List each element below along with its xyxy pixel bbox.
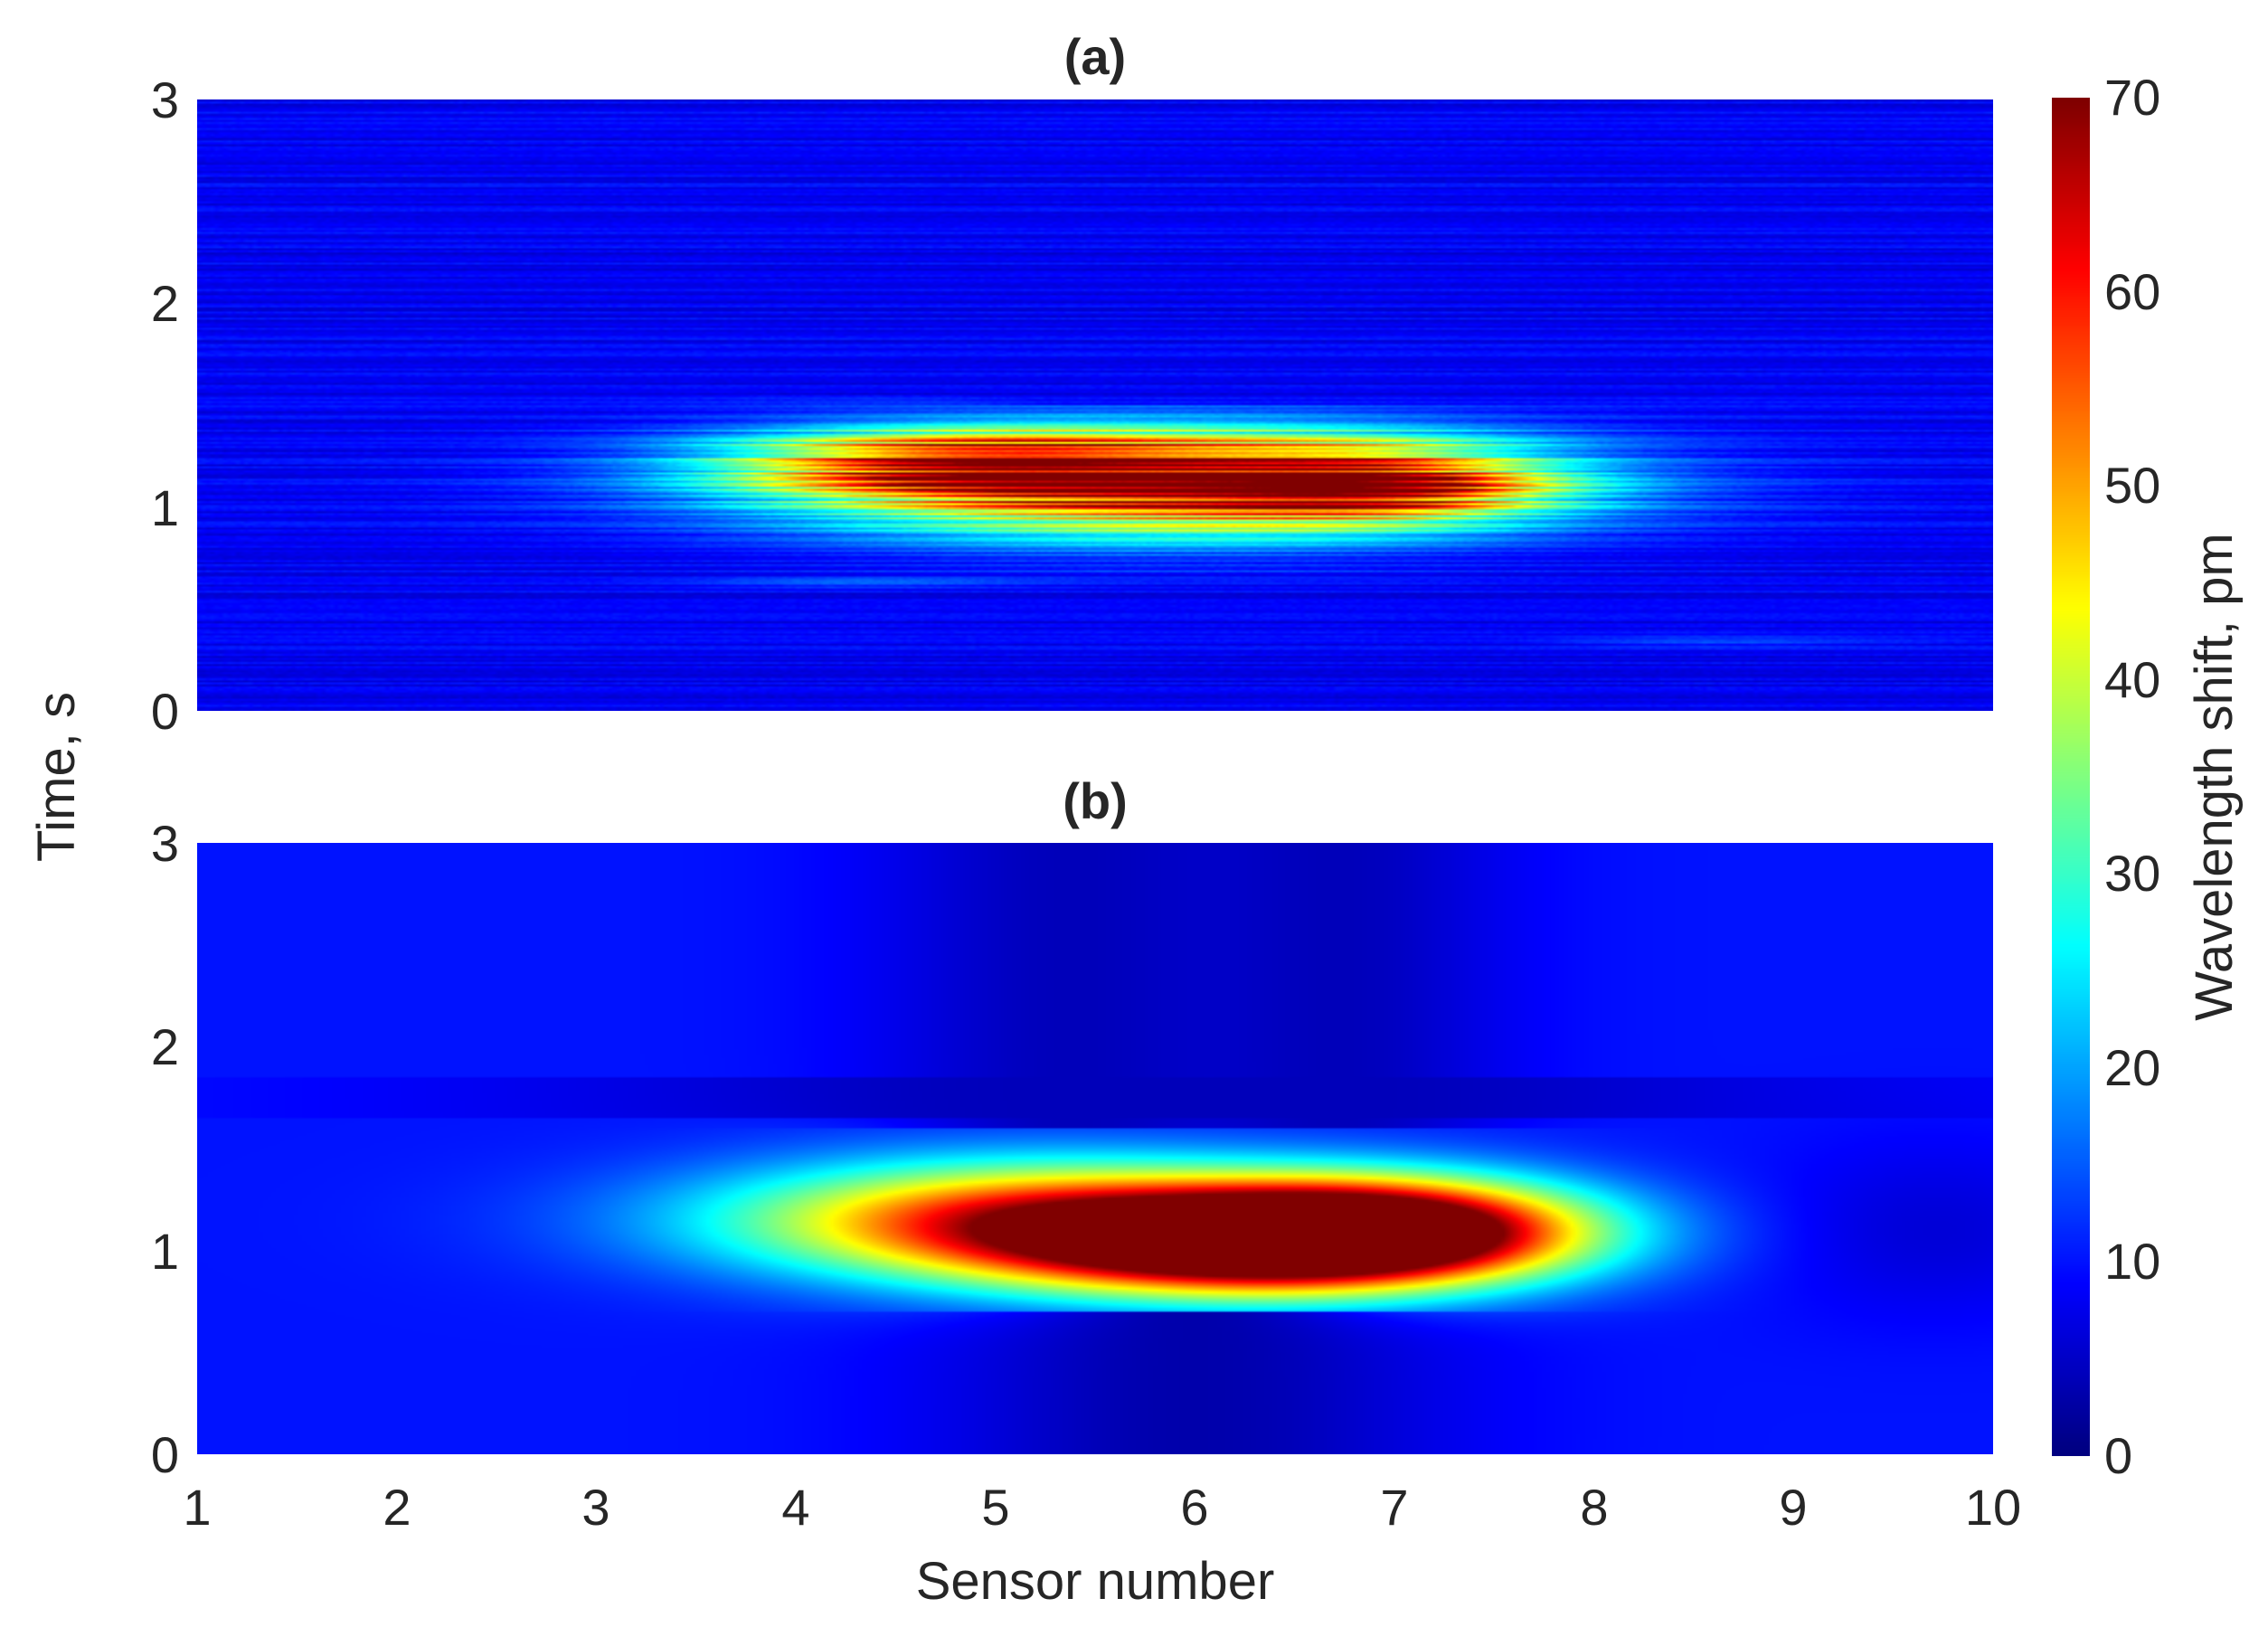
panel-b-heatmap bbox=[197, 843, 1993, 1454]
panel-b-y-tick-0: 0 bbox=[151, 1426, 179, 1483]
x-tick-4: 4 bbox=[781, 1479, 809, 1536]
panel-a-y-ticks: 0 1 2 3 bbox=[151, 71, 179, 740]
panel-a-y-tick-2: 2 bbox=[151, 275, 179, 332]
panel-b-x-ticks: 1 2 3 4 5 6 7 8 9 10 bbox=[183, 1479, 2021, 1536]
x-tick-1: 1 bbox=[183, 1479, 211, 1536]
colorbar-tick-30: 30 bbox=[2104, 845, 2160, 902]
x-tick-7: 7 bbox=[1380, 1479, 1408, 1536]
x-tick-10: 10 bbox=[1965, 1479, 2021, 1536]
panel-b-title: (b) bbox=[1063, 772, 1128, 829]
colorbar-ticks: 0 10 20 30 40 50 60 70 bbox=[2104, 69, 2160, 1484]
panel-a-y-tick-0: 0 bbox=[151, 683, 179, 740]
colorbar-tick-70: 70 bbox=[2104, 69, 2160, 126]
colorbar-gradient bbox=[2052, 98, 2090, 1456]
panel-b-y-tick-3: 3 bbox=[151, 815, 179, 872]
x-axis-label: Sensor number bbox=[916, 1552, 1275, 1611]
colorbar-label: Wavelength shift, pm bbox=[2185, 533, 2244, 1020]
x-tick-8: 8 bbox=[1580, 1479, 1608, 1536]
y-axis-label: Time, s bbox=[27, 692, 86, 862]
panel-a-heatmap bbox=[197, 99, 1993, 711]
colorbar-tick-20: 20 bbox=[2104, 1039, 2160, 1096]
panel-b-y-tick-1: 1 bbox=[151, 1223, 179, 1280]
panel-a-y-tick-3: 3 bbox=[151, 71, 179, 128]
x-tick-9: 9 bbox=[1779, 1479, 1807, 1536]
panel-a-y-tick-1: 1 bbox=[151, 479, 179, 536]
panel-b-y-tick-2: 2 bbox=[151, 1018, 179, 1075]
panel-b-y-ticks: 0 1 2 3 bbox=[151, 815, 179, 1483]
colorbar-tick-60: 60 bbox=[2104, 263, 2160, 320]
x-tick-2: 2 bbox=[383, 1479, 411, 1536]
x-tick-6: 6 bbox=[1180, 1479, 1208, 1536]
panel-a: (a) 0 1 2 3 bbox=[151, 28, 1993, 740]
colorbar-tick-40: 40 bbox=[2104, 651, 2160, 708]
panel-a-title: (a) bbox=[1064, 28, 1126, 85]
colorbar-tick-0: 0 bbox=[2104, 1427, 2132, 1484]
x-tick-5: 5 bbox=[981, 1479, 1009, 1536]
panel-b: (b) 0 1 2 3 1 2 3 4 5 6 7 8 9 10 bbox=[151, 772, 2021, 1536]
colorbar-tick-10: 10 bbox=[2104, 1233, 2160, 1290]
colorbar: 0 10 20 30 40 50 60 70 Wavelength shift,… bbox=[2052, 69, 2244, 1484]
x-tick-3: 3 bbox=[581, 1479, 610, 1536]
colorbar-tick-50: 50 bbox=[2104, 457, 2160, 514]
